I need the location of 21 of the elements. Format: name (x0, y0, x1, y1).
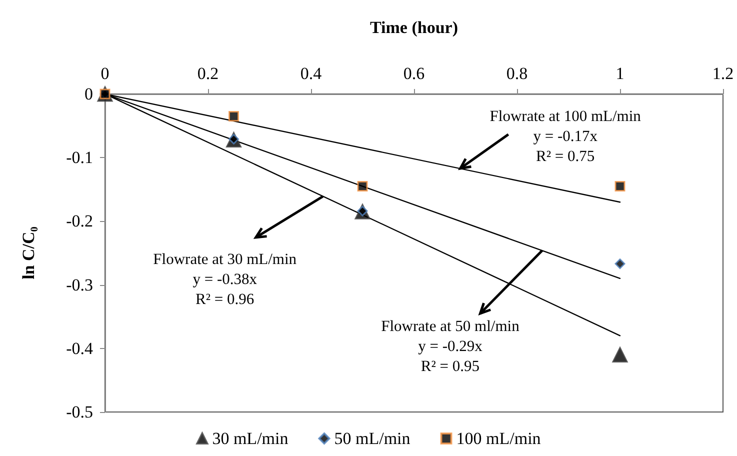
y-tick-label: -0.4 (66, 338, 94, 358)
y-tick-label: -0.2 (66, 212, 93, 231)
legend-label: 100 mL/min (456, 429, 542, 448)
y-tick-label: -0.3 (66, 275, 93, 294)
legend-label: 30 mL/min (212, 429, 289, 448)
x-tick-label: 1.2 (712, 64, 734, 83)
x-tick-label: 0 (100, 64, 110, 83)
x-tick-label: 0.2 (197, 64, 219, 83)
x-tick-label: 1 (616, 64, 624, 83)
x-tick-label: 0.6 (403, 64, 425, 83)
y-tick-label: -0.5 (66, 402, 93, 422)
annotation: Flowrate at 100 mL/min y = -0.17x R² = 0.75 (490, 108, 642, 165)
x-axis-title: Time (hour) (370, 18, 458, 37)
y-tick-label: -0.1 (66, 148, 93, 168)
annotation: Flowrate at 50 ml/min y = -0.29x R² = 0.95 (381, 318, 520, 375)
x-tick-label: 0.8 (506, 64, 528, 83)
y-tick-label: 0 (84, 84, 93, 104)
annotation: Flowrate at 30 mL/min y = -0.38x R² = 0.96 (153, 250, 297, 308)
y-axis-title: ln C/C₀ (19, 226, 38, 280)
x-tick-label: 0.4 (300, 64, 322, 83)
legend-label: 50 mL/min (334, 429, 411, 448)
